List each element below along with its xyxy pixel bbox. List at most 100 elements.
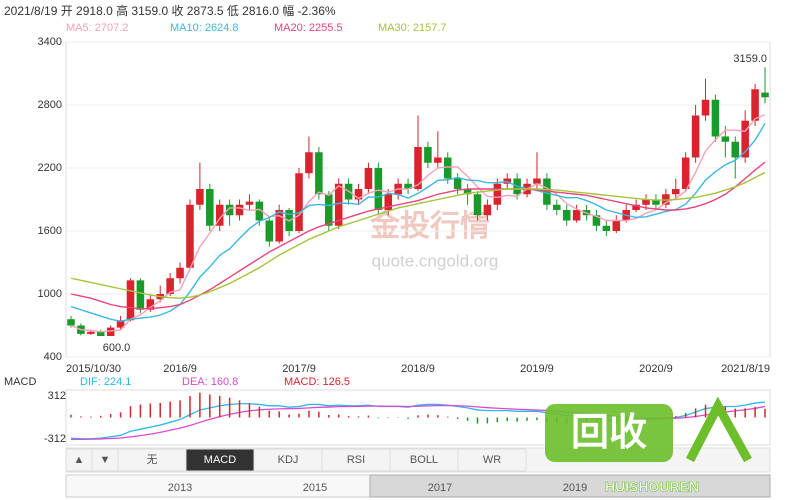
candle-body bbox=[681, 157, 690, 189]
candle-body bbox=[166, 278, 174, 294]
candle-body bbox=[235, 204, 244, 216]
candle-body bbox=[265, 220, 274, 242]
candle-body bbox=[632, 204, 640, 210]
candle-body bbox=[96, 331, 105, 336]
x-tick-label: 2020/9 bbox=[639, 363, 673, 375]
ma-line bbox=[70, 123, 766, 323]
legend-entry: DIF: 224.1 bbox=[80, 376, 131, 388]
candle-body bbox=[325, 194, 333, 226]
candle-body bbox=[572, 210, 581, 221]
candle-body bbox=[305, 152, 313, 174]
logo-text: 回收 bbox=[571, 412, 647, 454]
toolbar-label[interactable]: WR bbox=[483, 454, 501, 466]
candle-body bbox=[483, 204, 492, 216]
candle-body bbox=[691, 115, 700, 158]
candle-body bbox=[652, 199, 660, 205]
watermark-title: 金投行情 bbox=[369, 209, 490, 243]
candle-body bbox=[453, 178, 462, 189]
legend-entry: MA30: 2157.7 bbox=[378, 22, 447, 34]
candle-body bbox=[275, 210, 283, 242]
watermark-url: quote.cngold.org bbox=[372, 251, 499, 270]
candle-body bbox=[711, 99, 720, 137]
candle-body bbox=[592, 215, 601, 226]
candle-body bbox=[741, 120, 749, 158]
candle-body bbox=[225, 204, 234, 216]
candle-body bbox=[354, 189, 363, 200]
candle-body bbox=[612, 220, 621, 231]
ma-line bbox=[70, 114, 766, 333]
candle-body bbox=[215, 204, 224, 226]
candle-body bbox=[315, 152, 323, 195]
navigator-label: 2013 bbox=[168, 482, 192, 494]
candle-body bbox=[414, 147, 422, 189]
candle-body bbox=[473, 194, 482, 216]
candle-body bbox=[553, 204, 561, 210]
candle-body bbox=[255, 201, 264, 221]
candle-body bbox=[761, 92, 769, 98]
toolbar-label[interactable]: RSI bbox=[347, 454, 365, 466]
candle-body bbox=[334, 183, 343, 226]
macd-title: MACD bbox=[4, 376, 36, 388]
candle-body bbox=[384, 194, 393, 210]
candle-body bbox=[434, 157, 442, 163]
candle-body bbox=[136, 280, 145, 310]
navigator-label: 2017 bbox=[428, 482, 452, 494]
navigator-label: 2019 bbox=[563, 482, 587, 494]
candle-body bbox=[463, 189, 472, 195]
header-quote: 2021/8/19 开 2918.0 高 3159.0 收 2873.5 低 2… bbox=[4, 3, 336, 18]
y-tick-label: 1000 bbox=[38, 288, 62, 300]
candle-body bbox=[186, 204, 194, 268]
toolbar-button[interactable] bbox=[457, 448, 527, 472]
candle-body bbox=[493, 183, 502, 205]
candle-body bbox=[374, 168, 383, 210]
x-tick-label: 2017/9 bbox=[282, 363, 316, 375]
logo: 回收 HUISHOUREN bbox=[545, 396, 752, 495]
x-tick-label: 2018/9 bbox=[401, 363, 435, 375]
y-tick-label: 2800 bbox=[38, 99, 62, 111]
candle-body bbox=[642, 199, 650, 205]
y-tick-label: 312 bbox=[48, 390, 66, 402]
candle-body bbox=[721, 136, 730, 142]
legend-entry: MA5: 2707.2 bbox=[66, 22, 128, 34]
candle-body bbox=[206, 189, 214, 226]
candle-body bbox=[196, 189, 204, 205]
candle-body bbox=[701, 99, 710, 116]
logo-box bbox=[545, 404, 673, 462]
candle-body bbox=[116, 320, 125, 328]
y-tick-label: 3400 bbox=[38, 36, 62, 48]
x-tick-label: 2016/9 bbox=[163, 363, 197, 375]
logo-mark bbox=[686, 396, 752, 463]
legend-entry: MA10: 2624.8 bbox=[170, 22, 239, 34]
toolbar-label[interactable]: ▼ bbox=[100, 454, 111, 466]
min-annotation: 600.0 bbox=[103, 342, 131, 354]
toolbar-label[interactable]: KDJ bbox=[278, 454, 299, 466]
candle-body bbox=[424, 147, 432, 163]
x-tick-label: 2019/9 bbox=[520, 363, 554, 375]
toolbar-label[interactable]: ▲ bbox=[74, 454, 85, 466]
max-annotation: 3159.0 bbox=[733, 53, 767, 65]
candle-body bbox=[126, 280, 135, 321]
candle-body bbox=[731, 141, 740, 158]
toolbar-label[interactable]: BOLL bbox=[410, 454, 438, 466]
x-tick-label: 2015/10/30 bbox=[66, 363, 121, 375]
candle-body bbox=[404, 183, 412, 189]
candle-body bbox=[533, 178, 541, 184]
logo-sub: HUISHOUREN bbox=[605, 479, 699, 495]
candle-body bbox=[751, 89, 759, 121]
y-tick-label: 2200 bbox=[38, 162, 62, 174]
candle-body bbox=[176, 267, 184, 279]
toolbar-label[interactable]: 无 bbox=[147, 454, 158, 466]
ma-line bbox=[70, 171, 766, 299]
candle-body bbox=[106, 327, 115, 336]
candle-body bbox=[562, 210, 571, 221]
toolbar-label[interactable]: MACD bbox=[204, 454, 236, 466]
navigator-label: 2015 bbox=[303, 482, 327, 494]
navigator-window[interactable] bbox=[369, 474, 771, 498]
candle-body bbox=[443, 157, 452, 179]
candle-body bbox=[146, 299, 155, 310]
legend-entry: MA20: 2255.5 bbox=[274, 22, 343, 34]
y-tick-label: -312 bbox=[44, 433, 66, 445]
candle-body bbox=[245, 201, 254, 205]
